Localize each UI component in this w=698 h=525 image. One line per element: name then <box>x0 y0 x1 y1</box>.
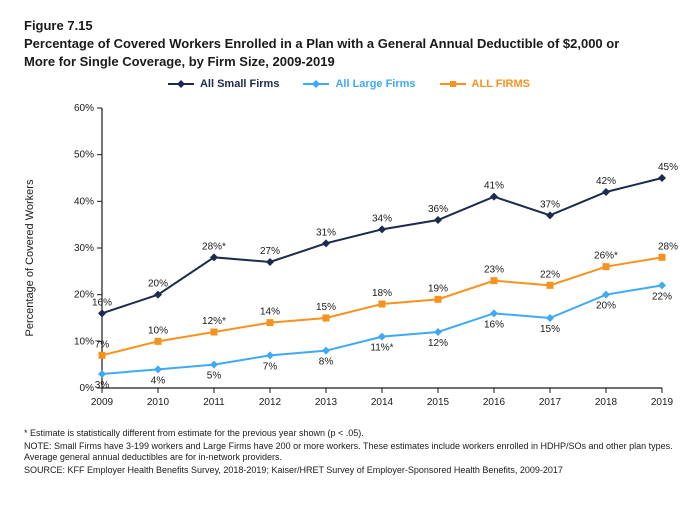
svg-text:2013: 2013 <box>315 397 338 408</box>
svg-text:18%: 18% <box>372 288 392 299</box>
source-text: SOURCE: KFF Employer Health Benefits Sur… <box>24 465 674 477</box>
svg-text:2009: 2009 <box>91 397 114 408</box>
svg-text:2015: 2015 <box>427 397 450 408</box>
footnotes: * Estimate is statistically different fr… <box>24 428 674 477</box>
svg-text:10%: 10% <box>74 336 94 347</box>
svg-text:2012: 2012 <box>259 397 282 408</box>
svg-text:2014: 2014 <box>371 397 394 408</box>
y-axis-label: Percentage of Covered Workers <box>24 180 36 337</box>
svg-text:2011: 2011 <box>203 397 225 408</box>
svg-text:26%*: 26%* <box>594 251 618 262</box>
legend-label: ALL FIRMS <box>472 78 530 90</box>
svg-text:34%: 34% <box>372 213 392 224</box>
svg-text:42%: 42% <box>596 176 616 187</box>
svg-text:27%: 27% <box>260 246 280 257</box>
svg-text:2010: 2010 <box>147 397 170 408</box>
legend-item: All Small Firms <box>168 76 279 92</box>
svg-text:41%: 41% <box>484 181 504 192</box>
svg-text:15%: 15% <box>316 302 336 313</box>
svg-text:28%*: 28%* <box>202 241 226 252</box>
svg-text:11%*: 11%* <box>370 343 393 354</box>
svg-text:7%: 7% <box>263 361 278 372</box>
svg-text:15%: 15% <box>540 324 560 335</box>
svg-text:7%: 7% <box>95 339 110 350</box>
svg-text:2018: 2018 <box>595 397 618 408</box>
svg-text:14%: 14% <box>260 307 280 318</box>
svg-text:16%: 16% <box>92 297 112 308</box>
legend-label: All Large Firms <box>335 78 415 90</box>
legend-item: ALL FIRMS <box>440 76 530 92</box>
legend: All Small Firms All Large Firms ALL FIRMS <box>24 76 674 92</box>
svg-text:12%*: 12%* <box>202 316 226 327</box>
svg-text:2016: 2016 <box>483 397 506 408</box>
svg-text:20%: 20% <box>148 279 168 290</box>
figure-container: Figure 7.15 Percentage of Covered Worker… <box>0 0 698 525</box>
svg-text:40%: 40% <box>74 196 94 207</box>
figure-title: Percentage of Covered Workers Enrolled i… <box>24 35 644 70</box>
figure-number: Figure 7.15 <box>24 18 674 33</box>
significance-note: * Estimate is statistically different fr… <box>24 428 674 440</box>
legend-marker-icon <box>440 76 466 92</box>
svg-text:36%: 36% <box>428 204 448 215</box>
svg-text:2017: 2017 <box>539 397 562 408</box>
svg-text:30%: 30% <box>74 243 94 254</box>
svg-text:5%: 5% <box>207 371 222 382</box>
svg-text:8%: 8% <box>319 357 334 368</box>
svg-text:19%: 19% <box>428 283 448 294</box>
legend-item: All Large Firms <box>303 76 415 92</box>
svg-text:2019: 2019 <box>651 397 674 408</box>
svg-text:0%: 0% <box>80 383 95 394</box>
svg-text:37%: 37% <box>540 199 560 210</box>
svg-text:22%: 22% <box>652 291 672 302</box>
svg-text:3%: 3% <box>95 380 110 391</box>
svg-text:20%: 20% <box>596 301 616 312</box>
legend-marker-icon <box>303 76 329 92</box>
svg-text:10%: 10% <box>148 325 168 336</box>
svg-text:16%: 16% <box>484 319 504 330</box>
svg-text:60%: 60% <box>74 103 94 114</box>
svg-text:23%: 23% <box>484 265 504 276</box>
svg-text:22%: 22% <box>540 269 560 280</box>
legend-marker-icon <box>168 76 194 92</box>
svg-text:50%: 50% <box>74 150 94 161</box>
svg-text:4%: 4% <box>151 375 166 386</box>
svg-text:45%: 45% <box>658 162 678 173</box>
svg-text:12%: 12% <box>428 338 448 349</box>
svg-text:31%: 31% <box>316 227 336 238</box>
chart-area: Percentage of Covered Workers 0%10%20%30… <box>52 98 674 418</box>
line-chart: 0% 10% 20% 30% 40% 50% 60% 2009 2010 2011 2012 2013… <box>52 98 682 418</box>
svg-text:28%: 28% <box>658 241 678 252</box>
note-text: NOTE: Small Firms have 3-199 workers and… <box>24 441 674 464</box>
legend-label: All Small Firms <box>200 78 279 90</box>
